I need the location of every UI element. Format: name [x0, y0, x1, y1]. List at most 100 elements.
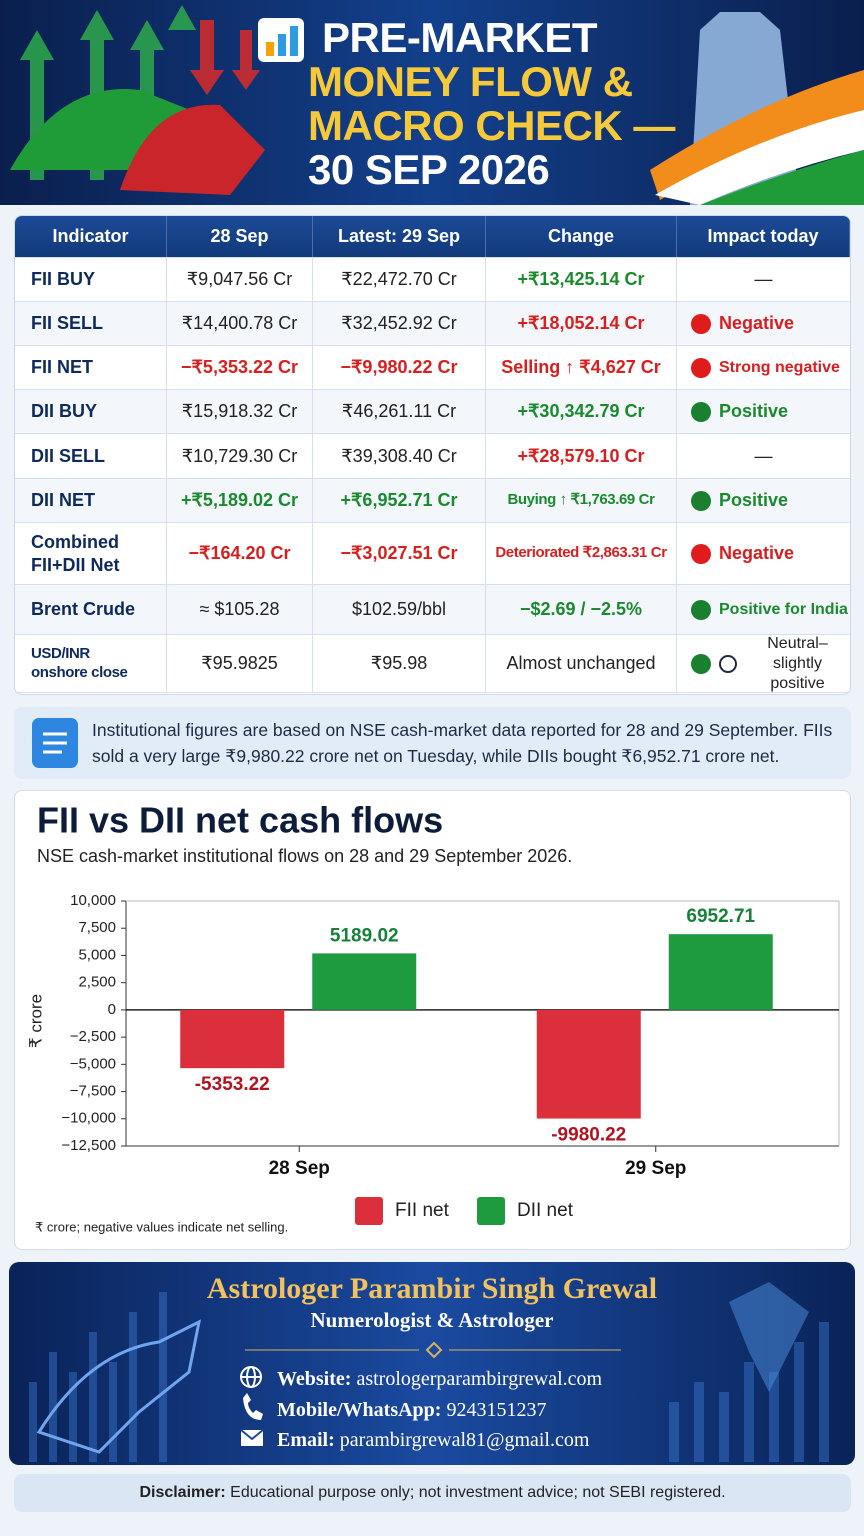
- header-cell: Indicator: [15, 216, 167, 257]
- table-cell: $102.59/bbl: [313, 585, 486, 634]
- note-icon: [32, 718, 78, 768]
- table-cell: DII SELL: [15, 434, 167, 478]
- contact-value: parambirgrewal81@gmail.com: [339, 1429, 590, 1451]
- impact-text: Positive: [719, 401, 789, 422]
- footer: Astrologer Parambir Singh Grewal Numerol…: [9, 1262, 855, 1465]
- disclaimer-label: Disclaimer:: [139, 1484, 226, 1501]
- impact-dot: [719, 654, 737, 673]
- table-cell: FII NET: [15, 346, 167, 389]
- bar: [180, 1009, 285, 1069]
- table-cell: ₹15,918.32 Cr: [167, 390, 313, 433]
- value-label: -5353.22: [195, 1074, 270, 1095]
- impact-cell: Positive for India: [677, 585, 850, 634]
- table-cell: Selling ↑ ₹4,627 Cr: [486, 346, 677, 389]
- contact-label: Mobile/WhatsApp:: [277, 1398, 442, 1421]
- legend-swatch: [355, 1197, 383, 1225]
- contact-value: astrologerparambirgrewal.com: [356, 1368, 603, 1390]
- table-cell: USD/INR onshore close: [15, 635, 167, 692]
- impact-dot: [691, 357, 711, 378]
- table-cell: +₹30,342.79 Cr: [486, 390, 677, 433]
- impact-cell: —: [677, 434, 850, 478]
- chart: FII vs DII net cash flows NSE cash-marke…: [26, 800, 840, 1234]
- table-row: DII SELL ₹10,729.30 Cr ₹39,308.40 Cr +₹28,5…: [15, 434, 850, 479]
- table-cell: ₹95.98: [313, 635, 486, 692]
- contact-label: Email:: [277, 1429, 335, 1451]
- table-cell: FII BUY: [15, 258, 167, 301]
- impact-text: Positive for India: [719, 600, 848, 618]
- table-row: USD/INR onshore close ₹95.9825 ₹95.98 Almos…: [15, 635, 850, 693]
- legend-label: DII net: [517, 1200, 574, 1221]
- impact-text: Negative: [719, 313, 795, 334]
- impact-cell: Negative: [677, 523, 850, 584]
- chart-subtitle: NSE cash-market institutional flows on 2…: [37, 846, 572, 866]
- contact: Email: parambirgrewal81@gmail.com: [277, 1425, 602, 1456]
- table-cell: ₹14,400.78 Cr: [167, 302, 313, 345]
- table-cell: +₹28,579.10 Cr: [486, 434, 677, 478]
- impact-dot: [691, 543, 711, 564]
- table-cell: ₹39,308.40 Cr: [313, 434, 486, 478]
- contacts: Website: astrologerparambirgrewal.com Mob…: [277, 1364, 602, 1456]
- impact-dot: [691, 313, 711, 334]
- impact-cell: —: [677, 258, 850, 301]
- table-cell: +₹13,425.14 Cr: [486, 258, 677, 301]
- table-row: Brent Crude ≈ $105.28 $102.59/bbl −$2.69 / …: [15, 585, 850, 635]
- contact: Website: astrologerparambirgrewal.com: [277, 1364, 602, 1395]
- table-cell: −$2.69 / −2.5%: [486, 585, 677, 634]
- table-cell: −₹164.20 Cr: [167, 523, 313, 584]
- table-cell: Almost unchanged: [486, 635, 677, 692]
- table-cell: +₹5,189.02 Cr: [167, 479, 313, 522]
- impact-cell: Positive: [677, 479, 850, 522]
- header-cell: Latest: 29 Sep: [313, 216, 486, 257]
- table-cell: DII NET: [15, 479, 167, 522]
- disclaimer: Disclaimer: Educational purpose only; no…: [14, 1474, 851, 1512]
- impact-text: —: [754, 269, 773, 290]
- table-cell: −₹3,027.51 Cr: [313, 523, 486, 584]
- footer-name: Astrologer Parambir Singh Grewal: [206, 1272, 658, 1305]
- table-cell: +₹6,952.71 Cr: [313, 479, 486, 522]
- impact-text: —: [754, 445, 773, 466]
- header-cell: Change: [486, 216, 677, 257]
- table-row: FII SELL ₹14,400.78 Cr ₹32,452.92 Cr +₹18,0…: [15, 302, 850, 346]
- chart-card: FII vs DII net cash flows NSE cash-marke…: [14, 790, 851, 1250]
- title-line: MONEY FLOW &: [308, 58, 633, 105]
- table-cell: ₹10,729.30 Cr: [167, 434, 313, 478]
- impact-text: Negative: [719, 543, 795, 564]
- y-tick-label: 5,000: [78, 946, 116, 963]
- table-cell: Combined FII+DII Net: [15, 523, 167, 584]
- note-text: Institutional figures are based on NSE c…: [92, 720, 833, 767]
- y-axis-label: ₹ crore: [26, 994, 45, 1048]
- header-cell: 28 Sep: [167, 216, 313, 257]
- data-table: Indicator 28 Sep Latest: 29 Sep Change Impac…: [14, 215, 851, 695]
- table-row: DII BUY ₹15,918.32 Cr ₹46,261.11 Cr +₹30,34…: [15, 390, 850, 434]
- y-tick-label: 10,000: [70, 892, 116, 909]
- y-tick-label: −2,500: [70, 1028, 116, 1045]
- contact-value: 9243151237: [446, 1398, 547, 1421]
- table-cell: ₹22,472.70 Cr: [313, 258, 486, 301]
- y-tick-label: −5,000: [70, 1055, 116, 1072]
- table-cell: ₹9,047.56 Cr: [167, 258, 313, 301]
- footer-art: [29, 1282, 829, 1462]
- chart-title: FII vs DII net cash flows: [37, 800, 443, 841]
- table-cell: ₹46,261.11 Cr: [313, 390, 486, 433]
- table-header: Indicator 28 Sep Latest: 29 Sep Change Impac…: [15, 216, 850, 258]
- bar: [536, 1009, 641, 1119]
- y-tick-label: 2,500: [78, 974, 116, 991]
- table-row: Combined FII+DII Net −₹164.20 Cr −₹3,027.5…: [15, 523, 850, 585]
- legend-label: FII net: [395, 1200, 450, 1221]
- header-cell: Impact today: [677, 216, 850, 257]
- y-tick-label: −12,500: [61, 1137, 116, 1154]
- y-tick-label: 7,500: [78, 919, 116, 936]
- value-label: 5189.02: [330, 925, 399, 946]
- x-tick-label: 28 Sep: [269, 1158, 330, 1179]
- x-tick-label: 29 Sep: [625, 1158, 686, 1179]
- contact: Mobile/WhatsApp: 9243151237: [277, 1395, 602, 1426]
- note: Institutional figures are based on NSE c…: [14, 707, 851, 779]
- title-line: PRE-MARKET: [322, 14, 598, 61]
- bar: [312, 953, 417, 1010]
- table-cell: FII SELL: [15, 302, 167, 345]
- contact-label: Website:: [277, 1368, 352, 1390]
- legend-swatch: [477, 1197, 505, 1225]
- table-cell: ₹95.9825: [167, 635, 313, 692]
- impact-dot: [691, 653, 711, 674]
